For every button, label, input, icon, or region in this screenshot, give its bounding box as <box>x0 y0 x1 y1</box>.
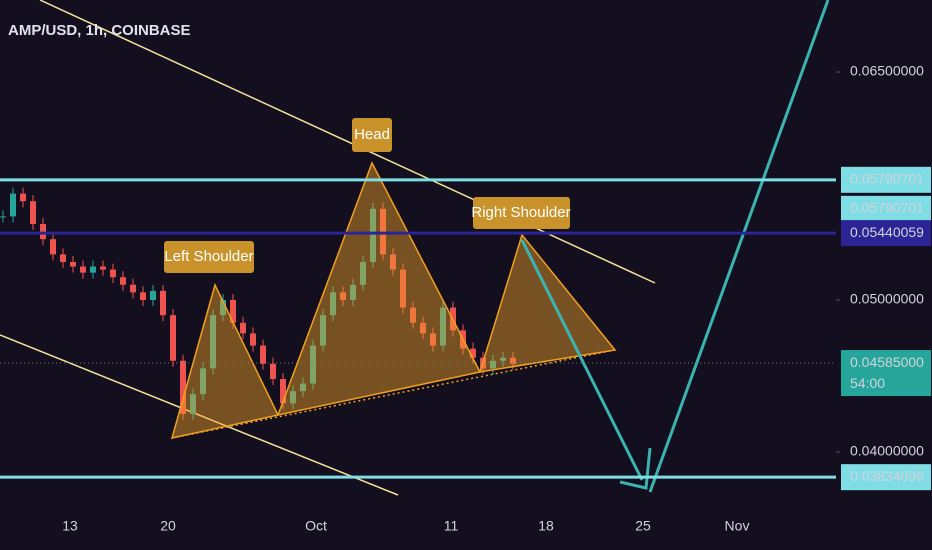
x-tick-label: 13 <box>62 518 78 534</box>
candle <box>220 299 226 316</box>
candle <box>170 315 176 361</box>
candle <box>420 322 426 334</box>
x-tick-label: 20 <box>160 518 176 534</box>
price-label: 0.05790701 <box>850 200 924 216</box>
price-label-box <box>841 464 931 491</box>
candle <box>50 239 56 255</box>
candle <box>350 284 356 300</box>
x-tick-label: 18 <box>538 518 554 534</box>
annotation: Head <box>354 126 390 143</box>
candle <box>100 266 106 270</box>
candle <box>40 223 46 240</box>
candle <box>80 266 86 273</box>
candle <box>360 261 366 285</box>
candle <box>0 216 6 218</box>
candle <box>60 254 66 262</box>
candle <box>400 269 406 308</box>
price-label: 0.04585000 <box>850 354 924 370</box>
trend-line <box>0 334 399 496</box>
candle <box>370 208 376 262</box>
candle <box>330 292 336 316</box>
candle <box>90 266 96 273</box>
price-label-box <box>841 195 931 222</box>
candle <box>260 345 266 364</box>
candle <box>250 333 256 346</box>
x-tick-label: Nov <box>725 518 750 534</box>
candle <box>180 360 186 414</box>
candle <box>20 193 26 202</box>
y-tick-label: 0.05000000 <box>850 291 924 307</box>
y-tick-label: 0.06500000 <box>850 63 924 79</box>
candle <box>150 290 156 300</box>
candle <box>440 307 446 346</box>
candle <box>510 357 516 364</box>
candle <box>230 299 236 323</box>
candle <box>500 357 506 361</box>
candle <box>300 383 306 392</box>
price-label: 0.05440059 <box>850 224 924 240</box>
drawings <box>0 0 656 496</box>
trend-line <box>39 0 656 284</box>
x-tick-label: Oct <box>305 518 327 534</box>
candle <box>190 394 196 414</box>
annotation: Left Shoulder <box>164 248 253 265</box>
countdown: 54:00 <box>850 375 885 391</box>
candle <box>290 391 296 404</box>
candle <box>110 269 116 278</box>
neckline <box>171 349 616 439</box>
candle <box>410 307 416 323</box>
candle <box>30 201 36 224</box>
candle <box>390 254 396 270</box>
candle <box>310 345 316 384</box>
candle <box>490 360 496 369</box>
price-label-box <box>841 220 931 247</box>
candle <box>240 322 246 334</box>
candle <box>120 277 126 285</box>
candle <box>340 292 346 300</box>
price-label: 0.03834096 <box>850 468 924 484</box>
candle <box>10 193 16 217</box>
label-box <box>352 118 392 152</box>
candle <box>470 348 476 358</box>
candle <box>320 315 326 346</box>
candle <box>140 292 146 300</box>
x-tick-label: 25 <box>635 518 651 534</box>
candle <box>200 368 206 395</box>
candle <box>70 261 76 267</box>
candles <box>0 187 516 420</box>
price-label-box <box>841 350 931 397</box>
right-shoulder-shape <box>478 233 617 373</box>
pattern: Left Shoulder Head Right Shoulder <box>164 0 830 493</box>
candle <box>430 333 436 346</box>
arrow-head <box>619 447 652 490</box>
candle <box>130 284 136 293</box>
head-shape <box>276 161 482 417</box>
candle <box>280 379 286 404</box>
price-label: 0.05790701 <box>850 171 924 187</box>
candle <box>380 208 386 255</box>
label-box <box>164 241 254 273</box>
candle <box>210 315 216 369</box>
y-tick-label: 0.04000000 <box>850 443 924 459</box>
price-label-box <box>841 166 931 193</box>
arrow <box>520 239 644 481</box>
annotation: Right Shoulder <box>471 204 570 221</box>
candle <box>270 363 276 380</box>
arrow <box>648 0 830 493</box>
candle <box>160 290 166 316</box>
left-shoulder-shape <box>170 282 280 439</box>
x-tick-label: 11 <box>444 518 459 534</box>
chart-title: AMP/USD, 1h, COINBASE <box>8 22 191 39</box>
label-box <box>473 197 570 229</box>
